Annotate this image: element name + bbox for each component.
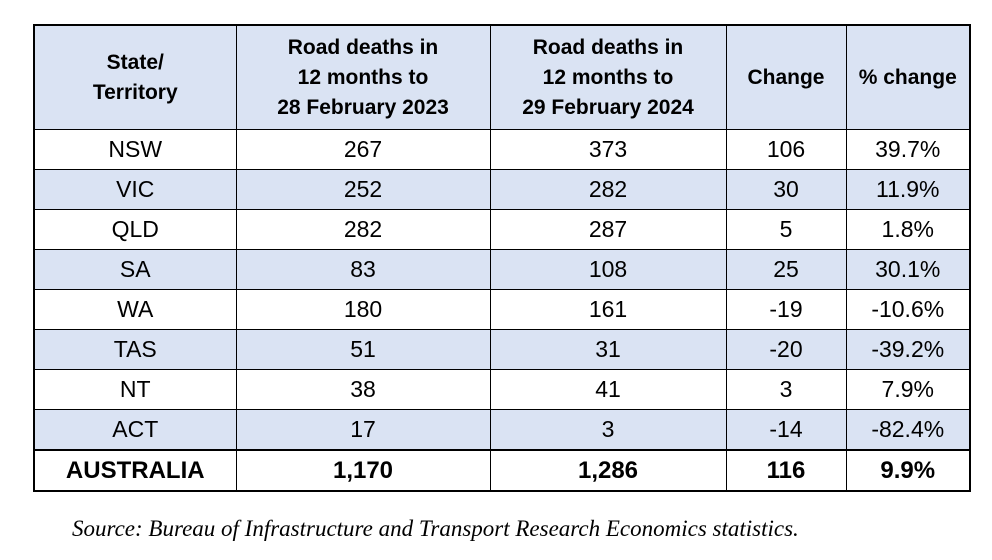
cell-state: NSW [33,129,237,170]
total-row: AUSTRALIA 1,170 1,286 116 9.9% [33,449,971,492]
table-row: VIC 252 282 30 11.9% [33,169,971,210]
cell-deaths-2024: 3 [489,409,727,451]
cell-deaths-2023: 51 [235,329,491,370]
header-change: Change [725,24,847,130]
cell-deaths-2023: 17 [235,409,491,451]
cell-percent-change: 39.7% [845,129,971,170]
cell-total-deaths-2023: 1,170 [235,449,491,492]
cell-state: NT [33,369,237,410]
cell-change: 3 [725,369,847,410]
cell-state: ACT [33,409,237,451]
cell-change: -14 [725,409,847,451]
cell-total-deaths-2024: 1,286 [489,449,727,492]
cell-deaths-2024: 282 [489,169,727,210]
cell-change: 25 [725,249,847,290]
cell-change: -19 [725,289,847,330]
cell-deaths-2024: 373 [489,129,727,170]
cell-percent-change: 30.1% [845,249,971,290]
table-row: QLD 282 287 5 1.8% [33,209,971,250]
cell-change: 5 [725,209,847,250]
cell-deaths-2024: 108 [489,249,727,290]
table-row: WA 180 161 -19 -10.6% [33,289,971,330]
cell-deaths-2024: 161 [489,289,727,330]
header-deaths-2023: Road deaths in 12 months to 28 February … [235,24,491,130]
cell-deaths-2023: 180 [235,289,491,330]
cell-deaths-2024: 31 [489,329,727,370]
cell-deaths-2024: 287 [489,209,727,250]
table-row: SA 83 108 25 30.1% [33,249,971,290]
cell-total-label: AUSTRALIA [33,449,237,492]
cell-change: -20 [725,329,847,370]
cell-total-change: 116 [725,449,847,492]
cell-deaths-2024: 41 [489,369,727,410]
cell-deaths-2023: 282 [235,209,491,250]
cell-percent-change: 1.8% [845,209,971,250]
cell-state: TAS [33,329,237,370]
cell-state: SA [33,249,237,290]
cell-deaths-2023: 252 [235,169,491,210]
table-row: NT 38 41 3 7.9% [33,369,971,410]
cell-percent-change: -10.6% [845,289,971,330]
cell-change: 30 [725,169,847,210]
cell-deaths-2023: 38 [235,369,491,410]
cell-percent-change: -39.2% [845,329,971,370]
cell-state: WA [33,289,237,330]
table-row: TAS 51 31 -20 -39.2% [33,329,971,370]
cell-percent-change: 7.9% [845,369,971,410]
header-deaths-2024: Road deaths in 12 months to 29 February … [489,24,727,130]
cell-state: VIC [33,169,237,210]
cell-deaths-2023: 83 [235,249,491,290]
cell-deaths-2023: 267 [235,129,491,170]
source-note: Source: Bureau of Infrastructure and Tra… [72,516,799,541]
road-deaths-table: State/ Territory Road deaths in 12 month… [33,24,971,492]
cell-state: QLD [33,209,237,250]
cell-change: 106 [725,129,847,170]
table-row: NSW 267 373 106 39.7% [33,129,971,170]
cell-percent-change: 11.9% [845,169,971,210]
cell-percent-change: -82.4% [845,409,971,451]
header-row: State/ Territory Road deaths in 12 month… [33,24,971,130]
header-state-territory: State/ Territory [33,24,237,130]
header-percent-change: % change [845,24,971,130]
cell-total-percent-change: 9.9% [845,449,971,492]
table-row: ACT 17 3 -14 -82.4% [33,409,971,451]
